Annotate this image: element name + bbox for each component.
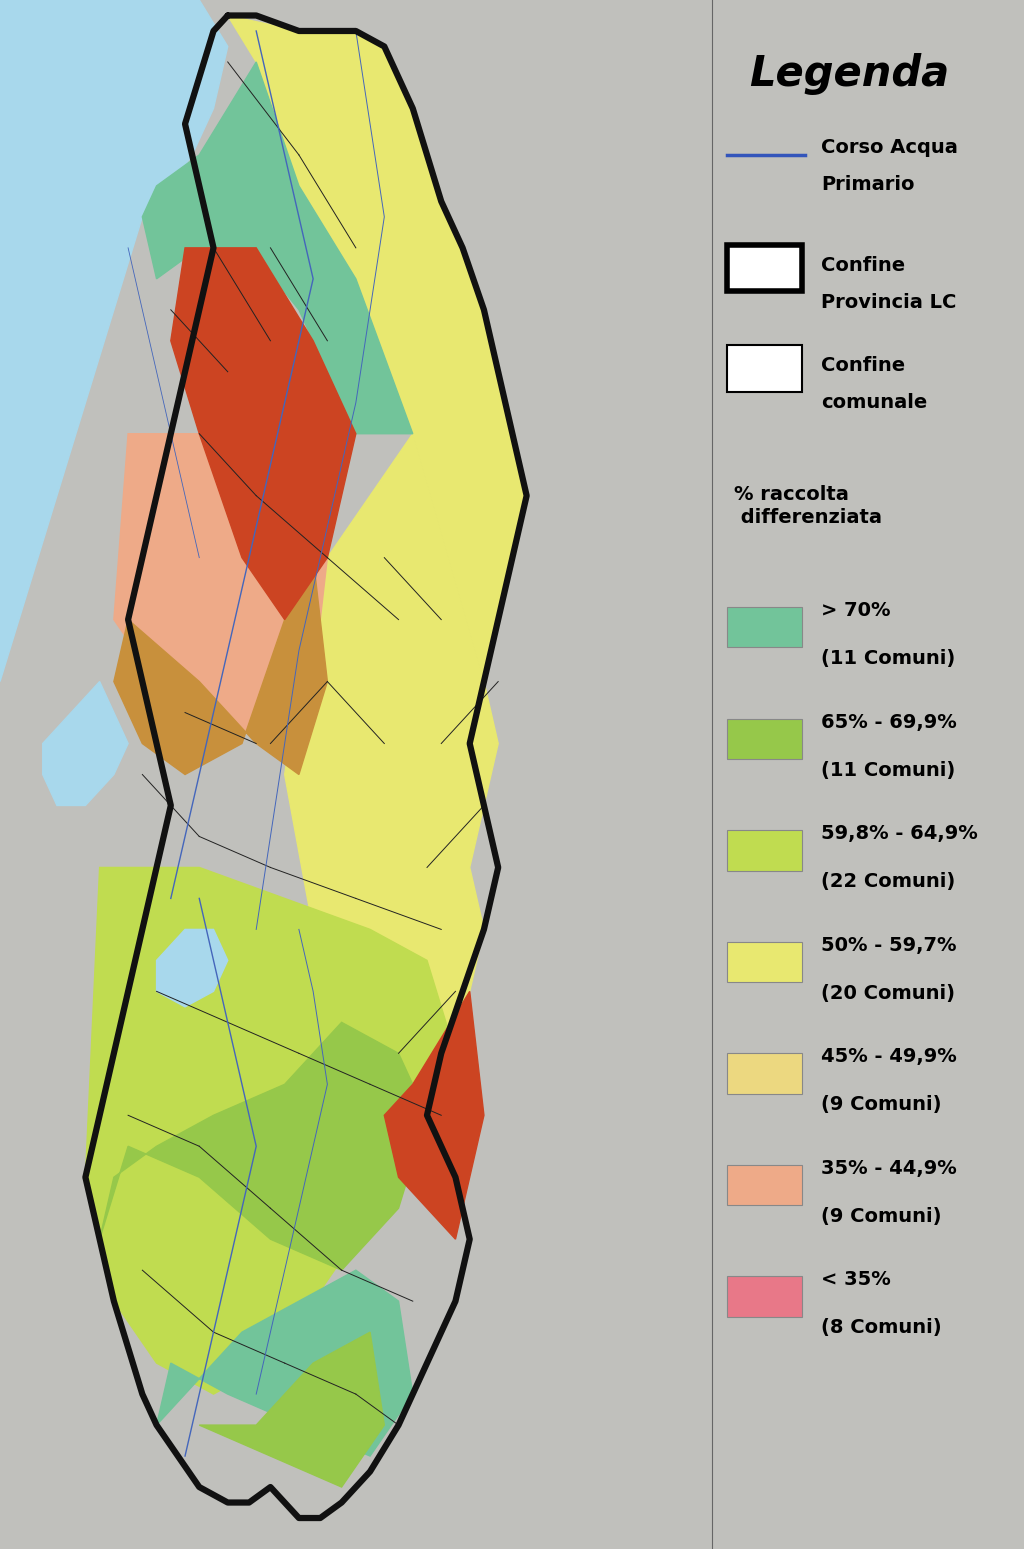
Text: (11 Comuni): (11 Comuni) <box>821 649 955 668</box>
Text: (11 Comuni): (11 Comuni) <box>821 761 955 779</box>
Polygon shape <box>157 929 227 1007</box>
Text: (9 Comuni): (9 Comuni) <box>821 1095 941 1114</box>
FancyBboxPatch shape <box>727 830 802 871</box>
Text: % raccolta
 differenziata: % raccolta differenziata <box>733 485 882 527</box>
Text: Confine: Confine <box>821 356 905 375</box>
Text: 45% - 49,9%: 45% - 49,9% <box>821 1047 956 1066</box>
Text: Primario: Primario <box>821 175 914 194</box>
Text: 35% - 44,9%: 35% - 44,9% <box>821 1159 956 1177</box>
Polygon shape <box>171 248 356 620</box>
Polygon shape <box>99 1022 427 1270</box>
FancyBboxPatch shape <box>727 719 802 759</box>
Text: (20 Comuni): (20 Comuni) <box>821 984 955 1002</box>
Polygon shape <box>157 1270 413 1456</box>
Text: comunale: comunale <box>821 393 928 412</box>
Polygon shape <box>85 867 456 1394</box>
Polygon shape <box>384 991 484 1239</box>
Text: Provincia LC: Provincia LC <box>821 293 956 311</box>
Text: Corso Acqua: Corso Acqua <box>821 138 957 156</box>
Polygon shape <box>114 558 328 774</box>
FancyBboxPatch shape <box>727 345 802 392</box>
Text: < 35%: < 35% <box>821 1270 891 1289</box>
FancyBboxPatch shape <box>727 1165 802 1205</box>
Text: Legenda: Legenda <box>750 53 949 94</box>
FancyBboxPatch shape <box>727 607 802 647</box>
FancyBboxPatch shape <box>727 942 802 982</box>
Polygon shape <box>142 62 413 434</box>
Text: 59,8% - 64,9%: 59,8% - 64,9% <box>821 824 978 843</box>
Text: 50% - 59,7%: 50% - 59,7% <box>821 936 956 954</box>
FancyBboxPatch shape <box>727 245 802 291</box>
Polygon shape <box>114 434 328 744</box>
FancyBboxPatch shape <box>727 1276 802 1317</box>
Polygon shape <box>285 434 498 1084</box>
Polygon shape <box>0 0 227 682</box>
Polygon shape <box>200 1332 384 1487</box>
Text: Confine: Confine <box>821 256 905 274</box>
Polygon shape <box>43 682 128 805</box>
Text: (8 Comuni): (8 Comuni) <box>821 1318 942 1337</box>
Text: (9 Comuni): (9 Comuni) <box>821 1207 941 1225</box>
Text: (22 Comuni): (22 Comuni) <box>821 872 955 891</box>
FancyBboxPatch shape <box>727 1053 802 1094</box>
Text: > 70%: > 70% <box>821 601 891 620</box>
Polygon shape <box>227 15 526 682</box>
Text: 65% - 69,9%: 65% - 69,9% <box>821 713 956 731</box>
